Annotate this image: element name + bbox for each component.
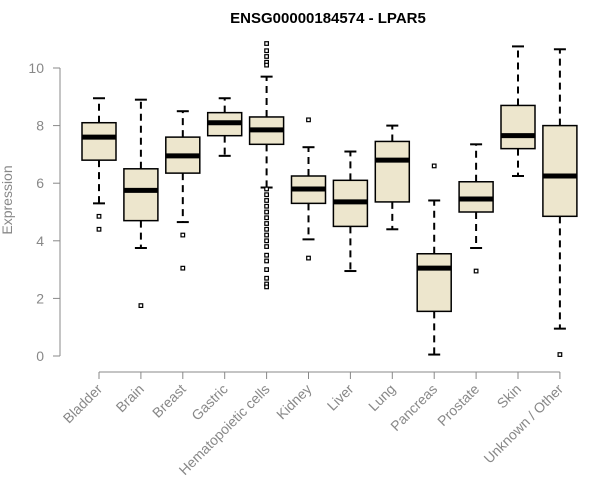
outlier-point	[264, 252, 269, 258]
x-tick-label: Brain	[113, 381, 147, 415]
outlier-point	[264, 54, 269, 59]
outlier-point	[431, 163, 437, 169]
outlier-point	[264, 238, 269, 244]
box-iqr	[542, 124, 578, 218]
outlier-point	[264, 232, 269, 238]
box-iqr	[500, 104, 536, 150]
x-tick-label: Liver	[324, 381, 357, 414]
y-tick-label: 0	[36, 348, 44, 364]
outlier-point	[96, 226, 102, 232]
y-tick-label: 8	[36, 118, 44, 134]
chart-title: ENSG00000184574 - LPAR5	[230, 10, 426, 27]
outlier-point	[264, 226, 269, 232]
outlier-point	[264, 284, 269, 290]
outlier-point	[264, 198, 269, 203]
box-kidney	[290, 117, 327, 261]
x-tick-label: Skin	[494, 381, 525, 412]
box-pancreas	[416, 163, 452, 356]
outlier-point	[264, 267, 269, 272]
box-gastric	[206, 97, 243, 157]
box-breast	[165, 110, 201, 271]
box-brain	[123, 98, 159, 308]
outlier-point	[180, 232, 186, 238]
y-tick-label: 6	[36, 175, 44, 191]
outlier-point	[96, 213, 102, 219]
outlier-point	[306, 255, 311, 261]
outlier-point	[264, 203, 269, 209]
outlier-point	[264, 215, 269, 221]
x-tick-label: Breast	[149, 381, 189, 421]
outlier-point	[557, 352, 563, 357]
y-tick-label: 10	[28, 60, 44, 76]
outlier-point	[264, 192, 269, 198]
y-axis: 0 2 4 6 8 10	[28, 60, 61, 364]
x-tick-label: Kidney	[273, 381, 315, 423]
x-tick-label: Bladder	[60, 381, 106, 427]
outlier-point	[264, 48, 269, 54]
outlier-point	[306, 117, 311, 123]
outlier-point	[264, 186, 269, 192]
outlier-point	[473, 268, 479, 274]
x-tick-label: Pancreas	[387, 381, 440, 434]
box-lung	[374, 124, 411, 231]
outlier-point	[264, 221, 269, 226]
box-bladder	[81, 97, 117, 232]
outlier-point	[264, 209, 269, 215]
box-iqr	[81, 121, 117, 161]
outlier-point	[264, 258, 269, 264]
box-hematopoietic-cells	[248, 41, 285, 290]
outlier-point	[264, 275, 269, 281]
box-prostate	[458, 143, 494, 274]
box-iqr	[374, 140, 411, 203]
outlier-point	[264, 244, 269, 249]
y-tick-label: 2	[36, 290, 44, 306]
y-axis-label: Expression	[0, 165, 15, 234]
outlier-point	[180, 265, 186, 271]
box-skin	[500, 45, 536, 177]
outlier-point	[264, 62, 269, 68]
box-iqr	[416, 253, 452, 313]
box-unknown-other	[542, 48, 578, 357]
x-tick-label: Lung	[365, 381, 398, 414]
outlier-point	[264, 41, 269, 46]
box-liver	[332, 150, 369, 273]
x-tick-label: Unknown / Other	[480, 381, 566, 467]
y-tick-label: 4	[36, 233, 44, 249]
box-iqr	[123, 168, 159, 222]
plot-area	[81, 41, 578, 357]
outlier-point	[138, 303, 144, 308]
x-tick-label: Prostate	[434, 381, 482, 429]
